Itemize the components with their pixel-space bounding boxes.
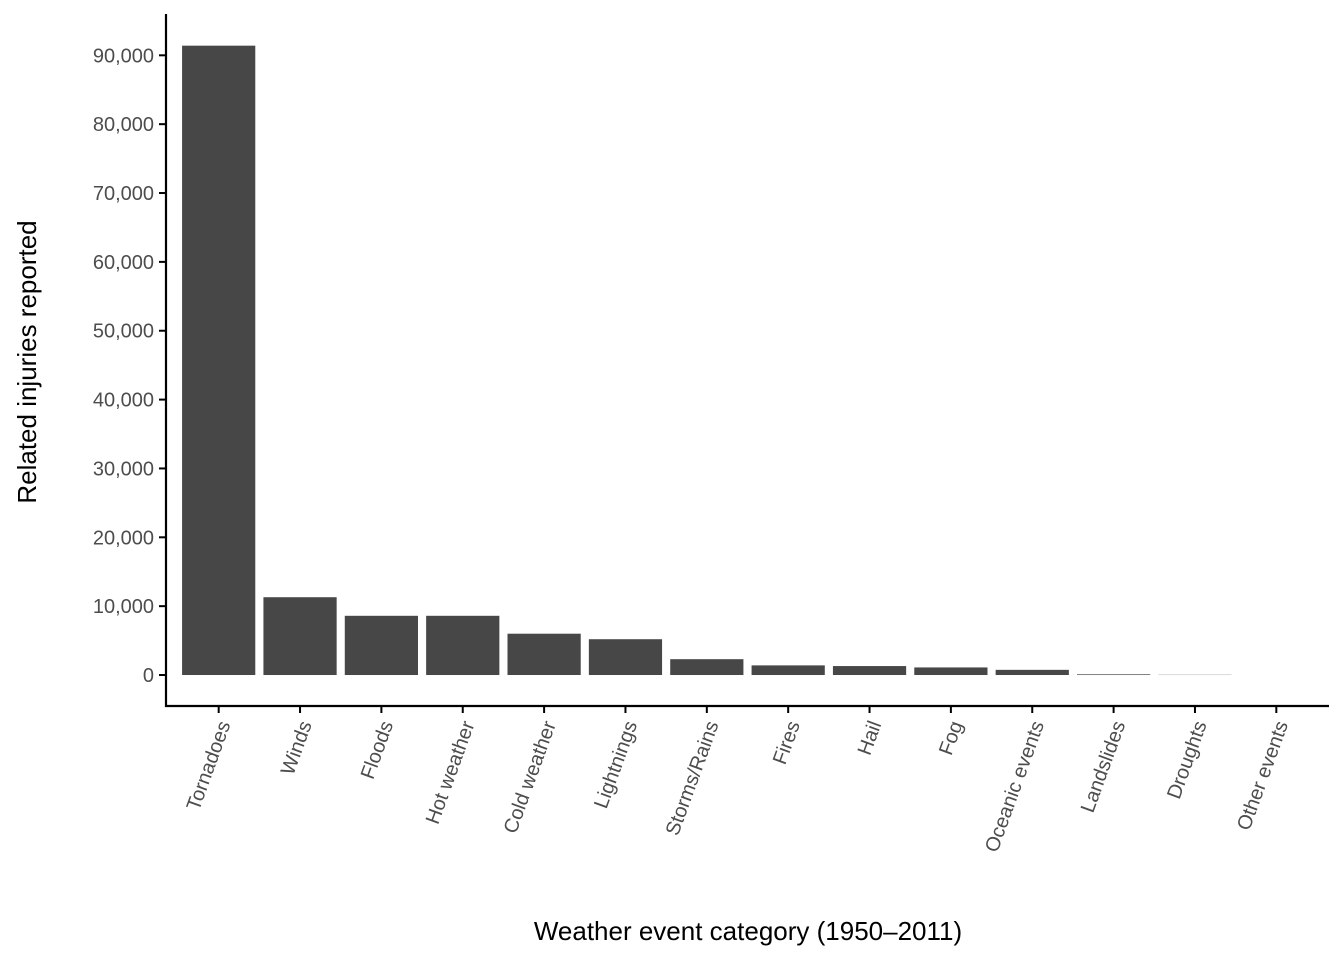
- y-axis-ticks: 0 10,000 20,000 30,000 40,000 50,000 60,000 70,…: [93, 45, 166, 687]
- y-axis-title: Related injuries reported: [12, 220, 42, 503]
- y-tick-label: 0: [143, 665, 154, 687]
- bar-tornadoes: [182, 45, 256, 676]
- y-tick-label: 90,000: [93, 45, 154, 67]
- x-tick-label: Storms/Rains: [662, 718, 724, 838]
- y-tick-label: 60,000: [93, 252, 154, 274]
- x-tick-label: Winds: [277, 718, 317, 778]
- x-tick-label: Droughts: [1163, 718, 1211, 802]
- y-tick-label: 20,000: [93, 527, 154, 549]
- bar-oceanic-events: [995, 669, 1069, 676]
- x-tick-label: Hot weather: [422, 718, 480, 827]
- bar-fires: [751, 665, 825, 676]
- y-tick-label: 70,000: [93, 183, 154, 205]
- bar-cold-weather: [507, 633, 581, 676]
- y-tick-label: 40,000: [93, 390, 154, 412]
- bar-lightnings: [588, 639, 663, 676]
- y-tick-label: 80,000: [93, 114, 154, 136]
- x-tick-label: Cold weather: [500, 718, 561, 837]
- bar-hail: [832, 666, 907, 676]
- x-tick-label: Landslides: [1077, 718, 1130, 815]
- y-tick-label: 50,000: [93, 321, 154, 343]
- x-tick-label: Floods: [357, 718, 398, 782]
- x-tick-label: Other events: [1233, 718, 1293, 833]
- x-tick-label: Fog: [935, 718, 967, 758]
- y-tick-label: 30,000: [93, 458, 154, 480]
- bar-fog: [914, 667, 988, 676]
- x-tick-label: Lightnings: [590, 718, 642, 811]
- bars-group: [182, 45, 1232, 676]
- x-axis-ticks: Tornadoes Winds Floods Hot weather Cold weat…: [183, 706, 1293, 855]
- bar-storms-rains: [670, 659, 744, 676]
- x-tick-label: Oceanic events: [981, 718, 1049, 855]
- y-tick-label: 10,000: [93, 596, 154, 618]
- x-axis-title: Weather event category (1950–2011): [534, 916, 962, 946]
- bar-landslides: [1077, 674, 1151, 676]
- bar-winds: [263, 597, 337, 676]
- x-tick-label: Hail: [854, 718, 886, 758]
- bar-hot-weather: [426, 615, 500, 676]
- bar-floods: [344, 615, 418, 676]
- x-tick-label: Tornadoes: [183, 718, 236, 813]
- x-tick-label: Fires: [769, 718, 805, 767]
